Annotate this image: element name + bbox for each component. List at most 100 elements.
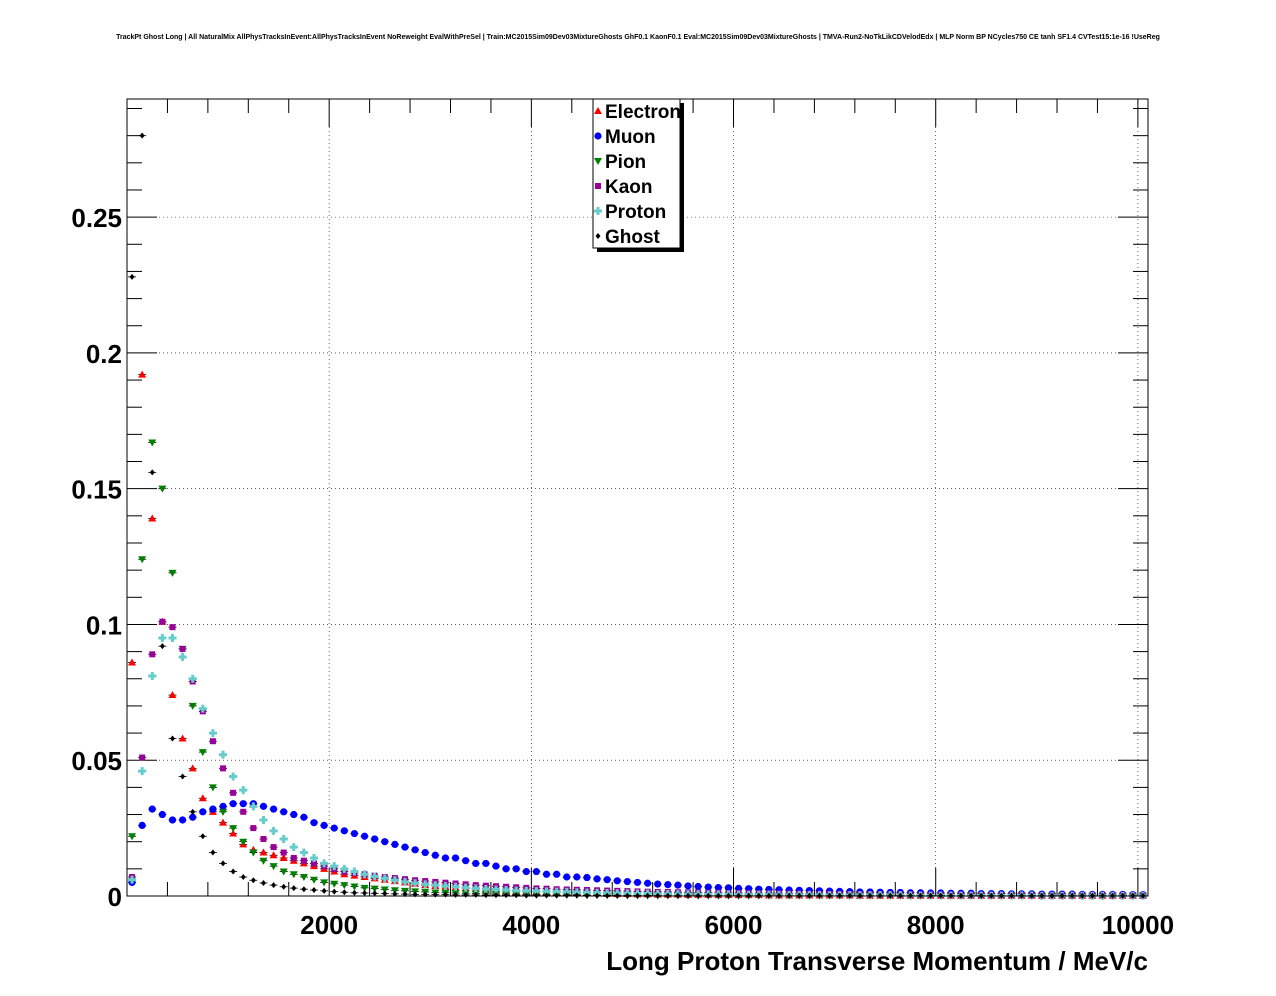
data-point [229, 825, 238, 833]
data-point [209, 805, 217, 813]
legend: Electron Muon Pion Kaon Proton Ghost [592, 98, 684, 252]
data-point [289, 871, 298, 879]
data-point [240, 808, 247, 815]
data-point [138, 767, 147, 776]
data-point [523, 892, 529, 899]
chart-title: TrackPt Ghost Long | All NaturalMix AllP… [116, 34, 1160, 41]
y-tick-label: 0.25 [71, 203, 122, 233]
data-point [168, 691, 177, 699]
legend-label-pion: Pion [605, 152, 646, 173]
data-point [421, 880, 430, 889]
data-point [138, 821, 146, 829]
legend-marker-proton [594, 207, 602, 215]
data-point [431, 851, 439, 859]
data-point [350, 829, 359, 838]
legend-label-ghost: Ghost [605, 227, 661, 248]
legend-marker-ghost [595, 233, 601, 239]
data-point [714, 883, 722, 892]
data-point [158, 810, 166, 819]
data-point [290, 810, 298, 819]
data-point [330, 880, 339, 888]
data-point [139, 132, 145, 139]
data-point [259, 802, 268, 810]
data-point [503, 892, 509, 899]
data-point [360, 832, 369, 840]
series-kaon [128, 618, 1147, 899]
data-point [271, 882, 277, 889]
data-point [724, 884, 733, 892]
data-point [362, 890, 368, 897]
y-tick-label: 0.1 [86, 610, 122, 640]
data-point [148, 514, 157, 522]
data-point [279, 868, 288, 876]
data-point [532, 867, 541, 876]
data-point [229, 800, 237, 808]
data-point [694, 882, 702, 891]
data-point [360, 870, 369, 879]
data-point [493, 892, 499, 899]
data-point [583, 873, 591, 882]
data-point [574, 892, 580, 899]
data-point [169, 735, 175, 742]
data-point [310, 853, 319, 862]
data-point [179, 645, 186, 652]
legend-box [592, 98, 681, 249]
data-point [441, 854, 450, 862]
data-point [654, 880, 662, 888]
data-point [168, 634, 177, 643]
data-point [188, 674, 197, 683]
data-point [198, 704, 207, 713]
y-tick-labels: 0 0.05 0.1 0.15 0.2 0.25 [71, 203, 122, 912]
data-point [178, 734, 187, 742]
y-tick-label: 0.2 [86, 339, 122, 369]
data-point [299, 848, 308, 857]
data-point [210, 849, 216, 856]
data-point [230, 868, 236, 875]
data-point [158, 634, 167, 643]
y-tick-label: 0.05 [71, 746, 122, 776]
data-point [533, 892, 539, 899]
data-point [239, 786, 248, 795]
data-point [149, 651, 156, 658]
x-tick-label: 8000 [907, 910, 965, 940]
data-point [380, 886, 389, 894]
data-point [472, 859, 480, 868]
data-point [281, 883, 287, 890]
series-muon [128, 800, 1147, 899]
data-point [190, 808, 196, 815]
data-point [249, 849, 258, 857]
data-point [532, 887, 541, 896]
data-point [280, 849, 287, 856]
data-point [544, 892, 550, 899]
grid-lines [127, 99, 1148, 896]
data-point [513, 892, 519, 899]
data-point [178, 653, 187, 662]
data-point [390, 887, 399, 895]
data-point [492, 862, 500, 870]
data-point [180, 773, 186, 780]
data-point [128, 658, 137, 666]
data-point [462, 857, 470, 865]
data-point [623, 878, 631, 886]
data-point [239, 800, 247, 808]
data-point [250, 877, 256, 884]
data-point [200, 833, 206, 840]
data-point [300, 813, 308, 821]
data-point [340, 882, 349, 890]
data-point [198, 749, 207, 757]
data-point [149, 469, 155, 476]
data-point [553, 870, 561, 878]
data-point [392, 890, 398, 897]
series-pion [128, 439, 1147, 900]
data-point [633, 878, 642, 887]
data-point [148, 805, 156, 813]
data-point [158, 485, 167, 493]
data-point [169, 624, 176, 631]
data-point [381, 838, 389, 846]
data-point [220, 860, 226, 867]
data-point [552, 887, 561, 896]
data-point [269, 851, 278, 859]
data-point [139, 754, 146, 761]
data-point [311, 887, 317, 894]
data-point [351, 889, 357, 896]
